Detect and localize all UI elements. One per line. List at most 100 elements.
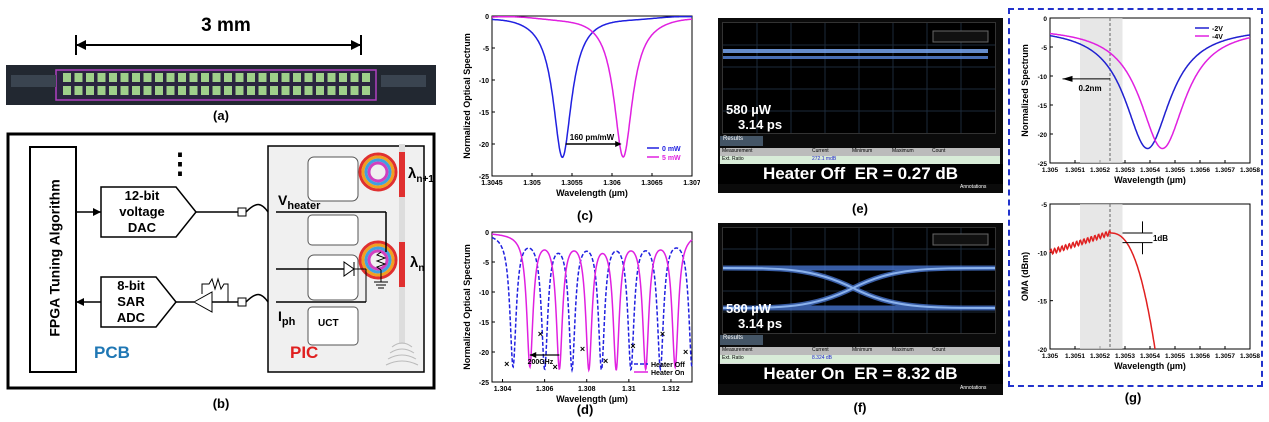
panel-g-caption: (g): [1124, 390, 1142, 405]
bond-pad: [362, 73, 370, 82]
bond-pad: [362, 86, 370, 95]
bond-pad: [258, 86, 267, 95]
legend-entry: 0 mW: [662, 146, 681, 153]
scale-time-f: 3.14 ps: [738, 316, 783, 331]
panel-b: FPGA Tuning Algorithm 12-bit voltage DAC…: [6, 132, 436, 422]
bond-pad: [281, 86, 290, 95]
legend-entry: -2V: [1212, 26, 1223, 33]
x-tick-label: 1.3057: [1215, 353, 1235, 360]
resonance-marker: ×: [603, 356, 608, 366]
x-tick-label: 1.305: [523, 180, 541, 187]
x-tick-label: 1.3055: [561, 180, 583, 187]
legend-entry: Heater Off: [651, 362, 686, 369]
resonance-marker: ×: [580, 344, 585, 354]
col-maximum-f: Maximum: [892, 347, 914, 353]
bond-pad: [304, 73, 313, 82]
bond-pad: [74, 73, 83, 82]
scope-screen-f: 580 µW 3.14 ps Results Measurement Curre…: [718, 223, 1003, 395]
bond-pad: [97, 86, 106, 95]
x-tick-label: 1.312: [662, 386, 680, 393]
bond-pad: [224, 73, 232, 82]
fpga-label: FPGA Tuning Algorithm: [46, 179, 63, 337]
lambda-n-subscript: n: [418, 263, 425, 274]
resonance-marker: ×: [538, 329, 543, 339]
panel-e-caption: (e): [852, 201, 868, 216]
y-tick-label: 0: [485, 230, 489, 237]
series-line-5mW: [492, 15, 693, 158]
lambda-n1-subscript: n+1: [416, 174, 434, 185]
iph-symbol: I: [278, 308, 282, 324]
legend-entry: Heater On: [651, 370, 684, 377]
results-tab-e[interactable]: Results: [720, 136, 763, 146]
bond-pad: [304, 86, 313, 95]
chart-d: 1.304 1.306 1.308 1.31 1.312 0 -5 -10 -15 -20 -25 W…: [462, 230, 693, 404]
scale-time-e: 3.14 ps: [738, 117, 783, 132]
bond-pad: [270, 86, 278, 95]
x-tick-label: 1.3054: [1140, 353, 1160, 360]
panel-g-border: [1008, 8, 1263, 387]
series-line--4V: [1050, 32, 1251, 150]
col-count-e: Count: [932, 148, 946, 154]
annotations-checkbox-f[interactable]: Annotations: [960, 385, 987, 391]
results-table-f: Measurement Current Minimum Maximum Coun…: [720, 347, 1000, 365]
oma-annotation: 1dB: [1153, 234, 1168, 243]
x-tick-label: 1.3045: [481, 180, 503, 187]
x-axis-label: Wavelength (µm): [1114, 361, 1186, 371]
col-minimum-f: Minimum: [852, 347, 873, 353]
x-tick-label: 1.307: [683, 180, 700, 187]
x-tick-label: 1.3058: [1240, 167, 1260, 174]
bond-pad: [201, 73, 209, 82]
shift-arrowhead: [615, 141, 622, 147]
bond-pad: [281, 73, 290, 82]
adc-line-2: SAR: [117, 294, 145, 309]
vheater-label: Vheater: [278, 192, 320, 212]
bond-pad: [63, 86, 71, 95]
series-line-0mW: [492, 15, 692, 159]
y-tick-label: -20: [1038, 132, 1048, 139]
y-tick-label: -20: [1038, 347, 1048, 354]
results-tab-f[interactable]: Results: [720, 335, 763, 345]
bond-pad: [339, 86, 347, 95]
y-tick-label: -20: [479, 142, 489, 149]
col-measurement-f: Measurement: [722, 347, 753, 353]
ratio-value-e: 272.1 mdB: [812, 156, 837, 162]
x-tick-label: 1.3058: [1240, 353, 1260, 360]
y-tick-label: -5: [1041, 45, 1047, 52]
pcb-label: PCB: [94, 343, 130, 362]
x-tick-label: 1.308: [578, 386, 596, 393]
scale-power-e: 580 µW: [726, 102, 772, 117]
dac-line-2: voltage: [119, 204, 165, 219]
annotations-checkbox-e[interactable]: Annotations: [960, 184, 987, 190]
x-tick-label: 1.3052: [1090, 353, 1110, 360]
series-line-OMA: [1049, 230, 1156, 350]
y-tick-label: -15: [1038, 103, 1048, 110]
pic-label: PIC: [290, 343, 319, 362]
microring-lower: [358, 240, 398, 280]
series-line-HeaterOn: [492, 233, 693, 373]
row-ext-ratio-e: Ext. Ratio: [722, 156, 744, 162]
legend-entry: 5 mW: [662, 155, 681, 162]
fsr-arrowhead: [529, 352, 537, 358]
bond-pad: [166, 86, 175, 95]
ellipsis-dots: ⋮: [166, 148, 194, 179]
col-maximum-e: Maximum: [892, 148, 914, 154]
y-tick-label: -15: [479, 110, 489, 117]
y-axis-label: OMA (dBm): [1020, 252, 1030, 301]
bond-pad: [293, 86, 301, 95]
bond-pad: [120, 73, 129, 82]
y-tick-label: 0: [1043, 16, 1047, 23]
row-ext-ratio-f: Ext. Ratio: [722, 355, 744, 361]
x-tick-label: 1.304: [494, 386, 512, 393]
dac-label: 12-bit voltage DAC: [106, 188, 178, 236]
shift-annotation: 160 pm/mW: [570, 133, 615, 142]
bond-pad: [235, 86, 244, 95]
system-block-diagram: [6, 132, 436, 390]
bond-pad: [350, 73, 359, 82]
bond-pad: [109, 86, 117, 95]
bond-pad: [97, 73, 106, 82]
bond-pad: [293, 73, 301, 82]
x-tick-label: 1.3057: [1215, 167, 1235, 174]
iph-label: Iph: [278, 308, 295, 328]
bond-pad: [327, 73, 336, 82]
width-arrowhead: [1062, 75, 1073, 82]
